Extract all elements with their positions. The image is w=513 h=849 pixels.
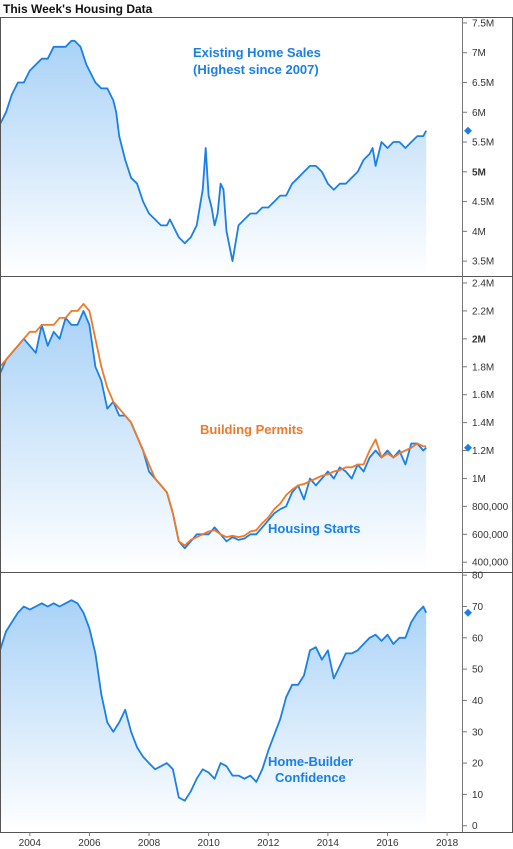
series-area-2-0 (0, 600, 427, 832)
y-tick-label: 600,000 (472, 530, 509, 541)
y-tick-label: 2.4M (472, 278, 494, 289)
y-tick-label: 50 (472, 665, 484, 676)
y-tick-label: 10 (472, 790, 484, 801)
series-area-1-0 (0, 310, 427, 572)
y-tick-label: 4M (472, 227, 486, 238)
y-tick-label: 4.5M (472, 197, 494, 208)
annotation-label: Confidence (275, 770, 346, 785)
annotation-label: Building Permits (200, 422, 303, 437)
series-line-0-0 (0, 39, 427, 262)
x-tick-label: 2016 (376, 838, 399, 849)
last-value-marker (464, 126, 472, 135)
y-tick-label: 6.5M (472, 78, 494, 89)
x-tick-label: 2008 (138, 838, 161, 849)
y-tick-label: 1.4M (472, 418, 494, 429)
y-tick-label: 3.5M (472, 257, 494, 268)
x-tick-label: 2014 (317, 838, 340, 849)
x-tick-label: 2018 (436, 838, 459, 849)
series-area-0-0 (0, 40, 427, 276)
y-tick-label: 20 (472, 759, 484, 770)
annotation-label: Housing Starts (268, 521, 360, 536)
y-tick-label: 1.8M (472, 362, 494, 373)
y-tick-label: 7M (472, 48, 486, 59)
y-tick-label: 2M (472, 334, 486, 345)
y-tick-label: 40 (472, 696, 484, 707)
y-tick-label: 0 (472, 821, 478, 832)
x-tick-label: 2004 (19, 838, 42, 849)
y-tick-label: 1.6M (472, 390, 494, 401)
y-tick-label: 5M (472, 167, 486, 178)
y-tick-label: 6M (472, 108, 486, 119)
last-value-marker (464, 443, 472, 452)
y-tick-label: 30 (472, 727, 484, 738)
y-tick-label: 1.2M (472, 446, 494, 457)
x-tick-label: 2006 (78, 838, 101, 849)
y-tick-label: 400,000 (472, 558, 509, 569)
annotation-label: Existing Home Sales (193, 45, 321, 60)
chart-title: This Week's Housing Data (3, 2, 153, 16)
x-tick-label: 2010 (198, 838, 221, 849)
annotation-label: (Highest since 2007) (193, 62, 319, 77)
y-tick-label: 2.2M (472, 306, 494, 317)
y-tick-label: 5.5M (472, 138, 494, 149)
annotation-label: Home-Builder (268, 754, 353, 769)
series-line-1-1 (0, 303, 427, 547)
y-tick-label: 70 (472, 602, 484, 613)
series-line-2-0 (0, 599, 428, 802)
x-tick-label: 2012 (257, 838, 280, 849)
y-tick-label: 800,000 (472, 502, 509, 513)
y-tick-label: 1M (472, 474, 486, 485)
y-tick-label: 60 (472, 633, 484, 644)
last-value-marker (464, 608, 472, 617)
y-tick-label: 7.5M (472, 18, 494, 29)
y-tick-label: 80 (472, 571, 484, 582)
